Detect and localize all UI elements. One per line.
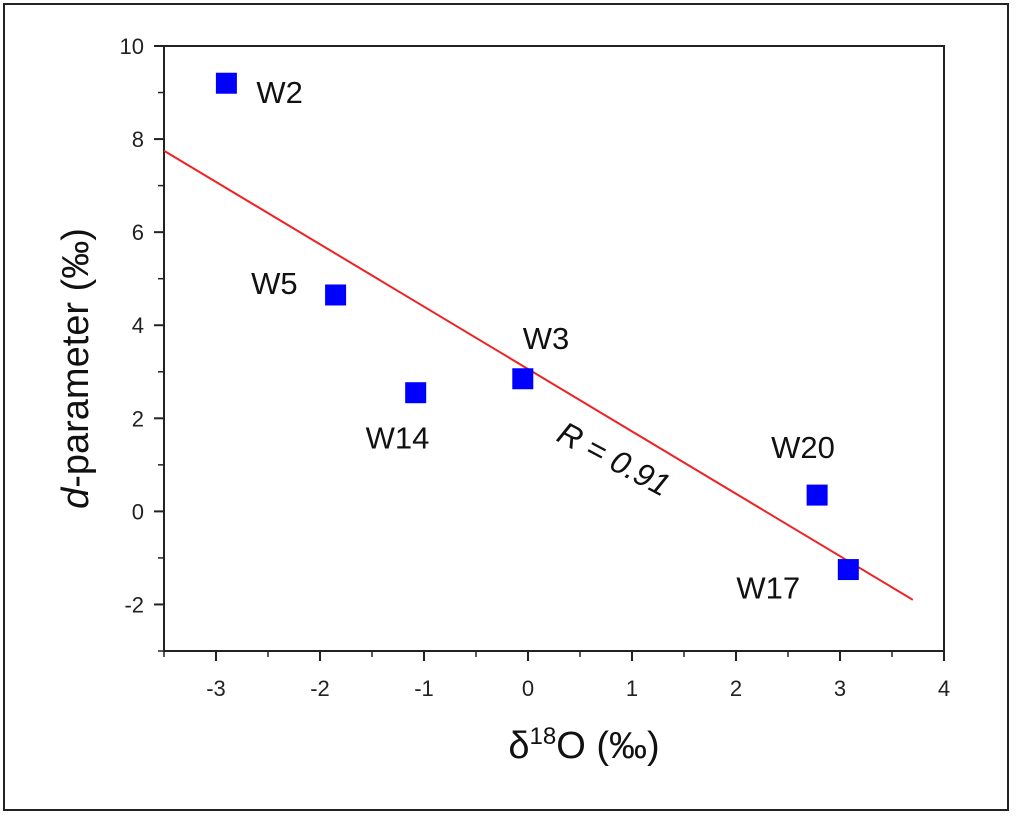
- x-axis-title-prefix: δ: [508, 725, 529, 767]
- plot-area: [163, 45, 945, 652]
- x-tick-label: 1: [626, 676, 638, 701]
- x-axis: -3 -2 -1 0 1 2 3 4: [163, 651, 950, 701]
- y-tick-label: 4: [132, 313, 144, 338]
- y-axis: -2 0 2 4 6 8 10: [120, 34, 164, 652]
- y-tick-label: 6: [132, 220, 144, 245]
- plot-border: [163, 45, 945, 652]
- correlation-annotation: R = 0.91: [552, 414, 676, 503]
- data-point-label: W5: [251, 266, 298, 301]
- data-point-label: W2: [256, 75, 303, 110]
- data-point-marker: [806, 484, 828, 506]
- data-point-marker: [325, 284, 347, 306]
- x-tick-label: 3: [834, 676, 846, 701]
- data-point-label: W14: [366, 421, 430, 456]
- y-tick-label: 2: [132, 406, 144, 431]
- y-tick-label: -2: [124, 592, 144, 617]
- y-tick-label: 10: [120, 34, 144, 59]
- x-tick-label: -3: [206, 676, 226, 701]
- data-point-marker: [512, 368, 534, 390]
- x-tick-label: 2: [730, 676, 742, 701]
- x-axis-title: δ18O (‰): [508, 723, 659, 767]
- x-tick-label: 4: [938, 676, 950, 701]
- data-point-marker: [837, 559, 859, 581]
- data-point-marker: [215, 72, 237, 94]
- x-axis-title-superscript: 18: [530, 723, 557, 750]
- data-point-label: W20: [771, 430, 835, 465]
- y-axis-title-rest: -parameter (‰): [55, 228, 97, 488]
- y-axis-title: d-parameter (‰): [55, 228, 97, 509]
- data-point-marker: [405, 382, 427, 404]
- x-tick-label: -1: [414, 676, 434, 701]
- x-tick-label: 0: [522, 676, 534, 701]
- data-point-label: W3: [523, 321, 570, 356]
- data-point-label: W17: [736, 571, 800, 606]
- y-tick-label: 0: [132, 499, 144, 524]
- y-tick-label: 8: [132, 127, 144, 152]
- regression-line: [163, 149, 914, 601]
- x-tick-label: -2: [310, 676, 330, 701]
- point-labels: W2 W5 W14 W3 W20 W17: [251, 75, 835, 605]
- y-axis-title-italic: d: [55, 486, 97, 509]
- x-axis-title-rest: O (‰): [556, 725, 659, 767]
- data-points: [215, 72, 859, 581]
- chart-frame: [3, 3, 1009, 811]
